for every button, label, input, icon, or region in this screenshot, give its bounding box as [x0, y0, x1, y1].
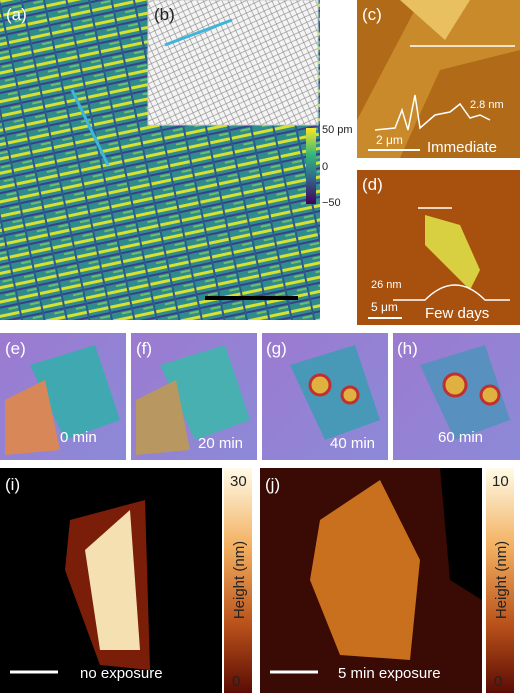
flake — [425, 215, 480, 290]
time-label: 20 min — [198, 435, 243, 452]
lattice-inset — [147, 0, 319, 126]
panel-label: (c) — [362, 5, 382, 24]
flake — [136, 380, 190, 455]
panel-label: (j) — [265, 475, 280, 494]
flake — [310, 480, 420, 660]
optical-row — [0, 333, 520, 460]
flake — [357, 0, 520, 158]
colorbar — [306, 128, 316, 204]
colorbar-min: 0 — [232, 673, 240, 690]
time-label: 60 min — [438, 429, 483, 446]
panel-label: (i) — [5, 475, 20, 494]
caption: 5 min exposure — [338, 665, 441, 682]
blister — [479, 384, 501, 406]
height-label: 2.8 nm — [470, 99, 504, 111]
colorbar — [224, 468, 252, 693]
caption: Few days — [425, 305, 489, 322]
flake — [85, 510, 140, 650]
flake — [290, 345, 380, 440]
flake — [400, 0, 470, 40]
background — [440, 468, 482, 600]
colorbar-title: Height (nm) — [493, 541, 510, 619]
panel-label: (e) — [5, 339, 26, 358]
profile — [393, 284, 510, 301]
flake — [160, 345, 250, 440]
time-label: 0 min — [60, 429, 97, 446]
panel-label: (a) — [6, 5, 27, 24]
colorbar — [486, 468, 514, 693]
panel-label: (b) — [154, 5, 175, 24]
panel-label: (g) — [266, 339, 287, 358]
scale-label: 2 μm — [376, 133, 403, 147]
panel-label: (h) — [397, 339, 418, 358]
blister — [442, 372, 468, 398]
colorbar-title: Height (nm) — [231, 541, 248, 619]
height-label: 26 nm — [371, 279, 402, 291]
blister — [308, 373, 332, 397]
time-label: 40 min — [330, 435, 375, 452]
colorbar-tick: −50 — [322, 197, 341, 209]
colorbar-max: 10 — [492, 473, 509, 490]
profile — [374, 94, 491, 131]
flake — [5, 380, 60, 455]
caption: no exposure — [80, 665, 163, 682]
colorbar-tick: 0 — [322, 161, 328, 173]
colorbar-min: 0 — [494, 673, 502, 690]
arrow — [164, 18, 233, 47]
blister — [340, 385, 360, 405]
colorbar-tick: 50 pm — [322, 124, 353, 136]
flake — [30, 345, 120, 440]
colorbar-max: 30 — [230, 473, 247, 490]
panel-label: (d) — [362, 175, 383, 194]
arrow — [70, 89, 110, 166]
panel-label: (f) — [136, 339, 152, 358]
caption: Immediate — [427, 139, 497, 156]
scale-label: 5 μm — [371, 300, 398, 314]
